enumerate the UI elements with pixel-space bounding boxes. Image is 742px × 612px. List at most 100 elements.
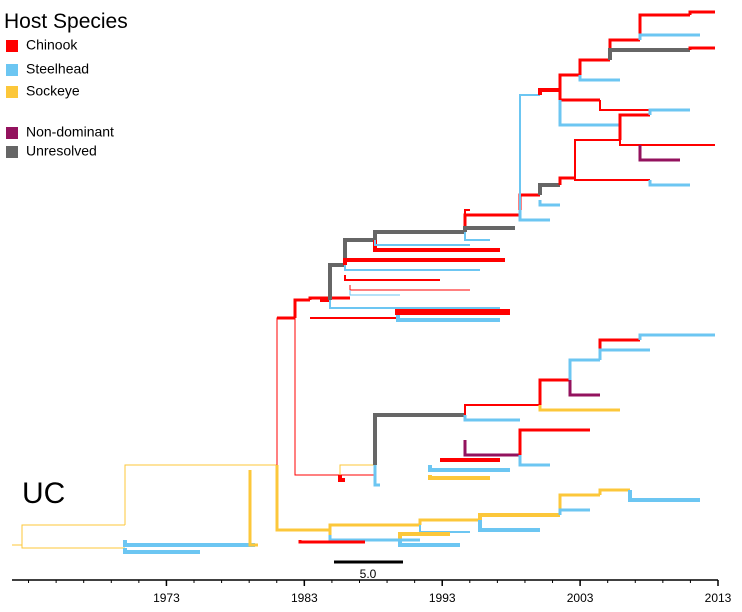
- branch: [419, 525, 470, 533]
- branch: [598, 348, 650, 360]
- branch: [248, 470, 258, 547]
- branch: [343, 258, 505, 265]
- branch: [538, 200, 560, 207]
- branch: [428, 465, 510, 472]
- branch: [599, 100, 650, 111]
- legend-swatch: [6, 127, 18, 139]
- branch: [428, 475, 490, 480]
- branch: [518, 428, 590, 455]
- legend-label: Chinook: [26, 37, 78, 53]
- branch: [688, 46, 715, 50]
- branch: [478, 513, 560, 520]
- legend: Chinook Steelhead Sockeye Non-dominant Unres…: [6, 37, 114, 159]
- branch: [538, 378, 570, 405]
- branch: [398, 540, 460, 547]
- tree: [12, 10, 715, 554]
- branch: [463, 226, 515, 232]
- branch: [418, 518, 480, 525]
- time-axis: 1973 1983 1993 2003 2013: [12, 579, 732, 605]
- branch: [338, 475, 345, 482]
- branch: [638, 333, 715, 340]
- branch: [558, 493, 600, 515]
- branch: [294, 318, 375, 476]
- branch: [638, 33, 700, 40]
- branch: [395, 309, 510, 315]
- scale-bar-label: 5.0: [360, 567, 377, 581]
- branch: [558, 176, 575, 185]
- tick-label: 2013: [705, 591, 732, 605]
- branch: [329, 300, 500, 309]
- branch: [638, 145, 680, 162]
- branch: [463, 440, 520, 457]
- branch: [648, 108, 690, 115]
- branch: [373, 413, 465, 465]
- tick-label: 1973: [153, 591, 180, 605]
- branch: [518, 455, 550, 467]
- branch: [628, 490, 700, 502]
- branch: [349, 285, 470, 291]
- branch: [518, 193, 540, 215]
- branch: [123, 548, 200, 554]
- clade-label: UC: [22, 477, 65, 510]
- branch: [574, 178, 650, 181]
- branch: [568, 380, 600, 397]
- legend-swatch: [6, 86, 18, 98]
- branch: [568, 358, 600, 380]
- branch: [558, 508, 590, 515]
- branch: [21, 545, 125, 549]
- branch: [21, 524, 125, 545]
- legend-label: Steelhead: [26, 61, 89, 77]
- branch: [123, 540, 255, 547]
- branch: [618, 113, 650, 140]
- branch: [328, 263, 345, 300]
- branch: [518, 210, 550, 222]
- legend-swatch: [6, 146, 18, 158]
- legend-label: Unresolved: [26, 143, 97, 159]
- branch: [574, 139, 620, 178]
- branch: [398, 532, 450, 540]
- branch: [373, 230, 465, 240]
- branch: [538, 183, 560, 195]
- branch: [344, 275, 440, 281]
- branch: [519, 94, 540, 215]
- branch: [558, 73, 580, 90]
- branch: [343, 238, 375, 265]
- branch: [374, 240, 470, 246]
- branch: [349, 290, 400, 296]
- branch: [328, 535, 420, 542]
- branch: [396, 315, 500, 322]
- legend-label: Sockeye: [26, 83, 80, 99]
- branch: [344, 265, 480, 271]
- branch: [558, 100, 620, 127]
- branch: [308, 296, 350, 300]
- branch: [688, 10, 715, 15]
- branch: [558, 90, 600, 102]
- legend-title: Host Species: [4, 10, 128, 33]
- branch: [293, 298, 310, 318]
- branch: [464, 209, 470, 215]
- branch: [373, 465, 380, 487]
- branch: [619, 140, 715, 146]
- branch: [276, 317, 295, 465]
- tick-label: 1983: [291, 591, 318, 605]
- branch: [648, 180, 690, 187]
- legend-swatch: [6, 64, 18, 76]
- branch: [463, 415, 520, 422]
- branch: [598, 488, 630, 495]
- branch: [478, 520, 540, 532]
- tick-label: 2003: [567, 591, 594, 605]
- branch: [339, 464, 375, 475]
- branch: [638, 13, 690, 40]
- legend-swatch: [6, 40, 18, 52]
- branch: [578, 75, 620, 82]
- branch: [298, 540, 365, 544]
- branch: [538, 88, 560, 95]
- tick-label: 1993: [429, 591, 456, 605]
- branch: [538, 405, 620, 412]
- branch: [608, 48, 690, 60]
- branch: [464, 232, 490, 241]
- branch: [328, 523, 420, 530]
- branch: [124, 464, 250, 525]
- legend-label: Non-dominant: [26, 124, 114, 140]
